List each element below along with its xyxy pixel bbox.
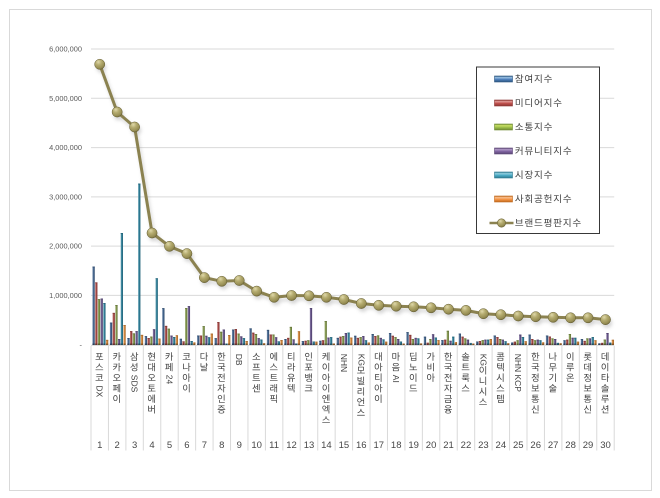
svg-text:20: 20 (426, 440, 437, 451)
svg-text:29: 29 (583, 440, 594, 451)
svg-text:13: 13 (304, 440, 315, 451)
svg-text:21: 21 (443, 440, 454, 451)
svg-text:15: 15 (339, 440, 350, 451)
svg-text:2: 2 (115, 440, 120, 451)
svg-text:6,000,000: 6,000,000 (49, 45, 82, 54)
svg-text:22: 22 (461, 440, 472, 451)
svg-text:DX: DX (95, 385, 105, 397)
svg-text:30: 30 (600, 440, 611, 451)
svg-text:7: 7 (202, 440, 207, 451)
svg-text:11: 11 (269, 440, 279, 451)
svg-text:9: 9 (237, 440, 242, 451)
svg-text:16: 16 (356, 440, 367, 451)
svg-text:6: 6 (184, 440, 189, 451)
svg-text:27: 27 (548, 440, 559, 451)
svg-text:KG: KG (478, 354, 488, 366)
svg-text:25: 25 (513, 440, 524, 451)
svg-text:5: 5 (167, 440, 172, 451)
svg-text:1,000,000: 1,000,000 (49, 291, 82, 300)
svg-text:KG: KG (356, 354, 366, 366)
svg-text:8: 8 (219, 440, 224, 451)
svg-text:1: 1 (97, 440, 102, 451)
svg-text:NHN KCP: NHN KCP (513, 354, 523, 393)
svg-text:NHN: NHN (339, 354, 349, 372)
svg-text:2,000,000: 2,000,000 (49, 242, 82, 251)
svg-text:26: 26 (530, 440, 541, 451)
svg-text:-: - (80, 340, 83, 349)
svg-text:23: 23 (478, 440, 489, 451)
svg-text:24: 24 (496, 440, 507, 451)
svg-text:14: 14 (321, 440, 332, 451)
svg-text:4: 4 (149, 440, 154, 451)
svg-text:5,000,000: 5,000,000 (49, 94, 82, 103)
svg-text:4,000,000: 4,000,000 (49, 143, 82, 152)
svg-text:18: 18 (391, 440, 402, 451)
svg-text:AI: AI (391, 375, 401, 383)
svg-text:28: 28 (565, 440, 576, 451)
svg-text:3: 3 (132, 440, 137, 451)
svg-text:24: 24 (164, 375, 174, 385)
svg-text:DB: DB (234, 354, 244, 366)
svg-text:19: 19 (408, 440, 419, 451)
svg-text:10: 10 (251, 440, 262, 451)
svg-text:12: 12 (286, 440, 297, 451)
svg-text:3,000,000: 3,000,000 (49, 193, 82, 202)
svg-text:17: 17 (373, 440, 384, 451)
svg-text:SDS: SDS (130, 375, 140, 393)
